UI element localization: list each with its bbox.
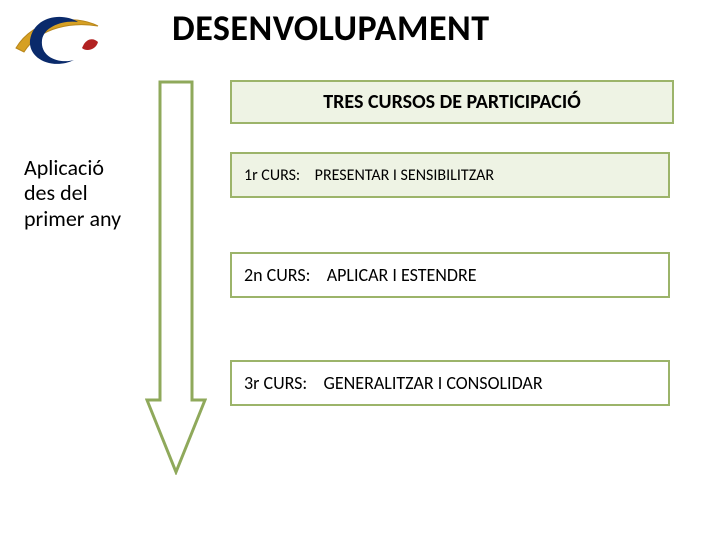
header-text: TRES CURSOS DE PARTICIPACIÓ xyxy=(323,90,580,114)
slide: DESENVOLUPAMENT TRES CURSOS DE PARTICIPA… xyxy=(0,0,720,540)
page-title: DESENVOLUPAMENT xyxy=(172,6,490,50)
side-caption: Aplicació des del primer any xyxy=(24,155,134,231)
course-box-2: 2n CURS: APLICAR I ESTENDRE xyxy=(230,252,670,298)
course-1-text: 1r CURS: PRESENTAR I SENSIBILITZAR xyxy=(244,166,494,185)
header-box: TRES CURSOS DE PARTICIPACIÓ xyxy=(230,80,674,124)
course-box-3: 3r CURS: GENERALITZAR I CONSOLIDAR xyxy=(230,360,670,406)
course-2-text: 2n CURS: APLICAR I ESTENDRE xyxy=(244,264,477,286)
course-box-1: 1r CURS: PRESENTAR I SENSIBILITZAR xyxy=(230,152,670,198)
course-3-text: 3r CURS: GENERALITZAR I CONSOLIDAR xyxy=(244,372,543,394)
logo-icon xyxy=(14,8,100,72)
down-arrow-icon xyxy=(145,80,207,475)
